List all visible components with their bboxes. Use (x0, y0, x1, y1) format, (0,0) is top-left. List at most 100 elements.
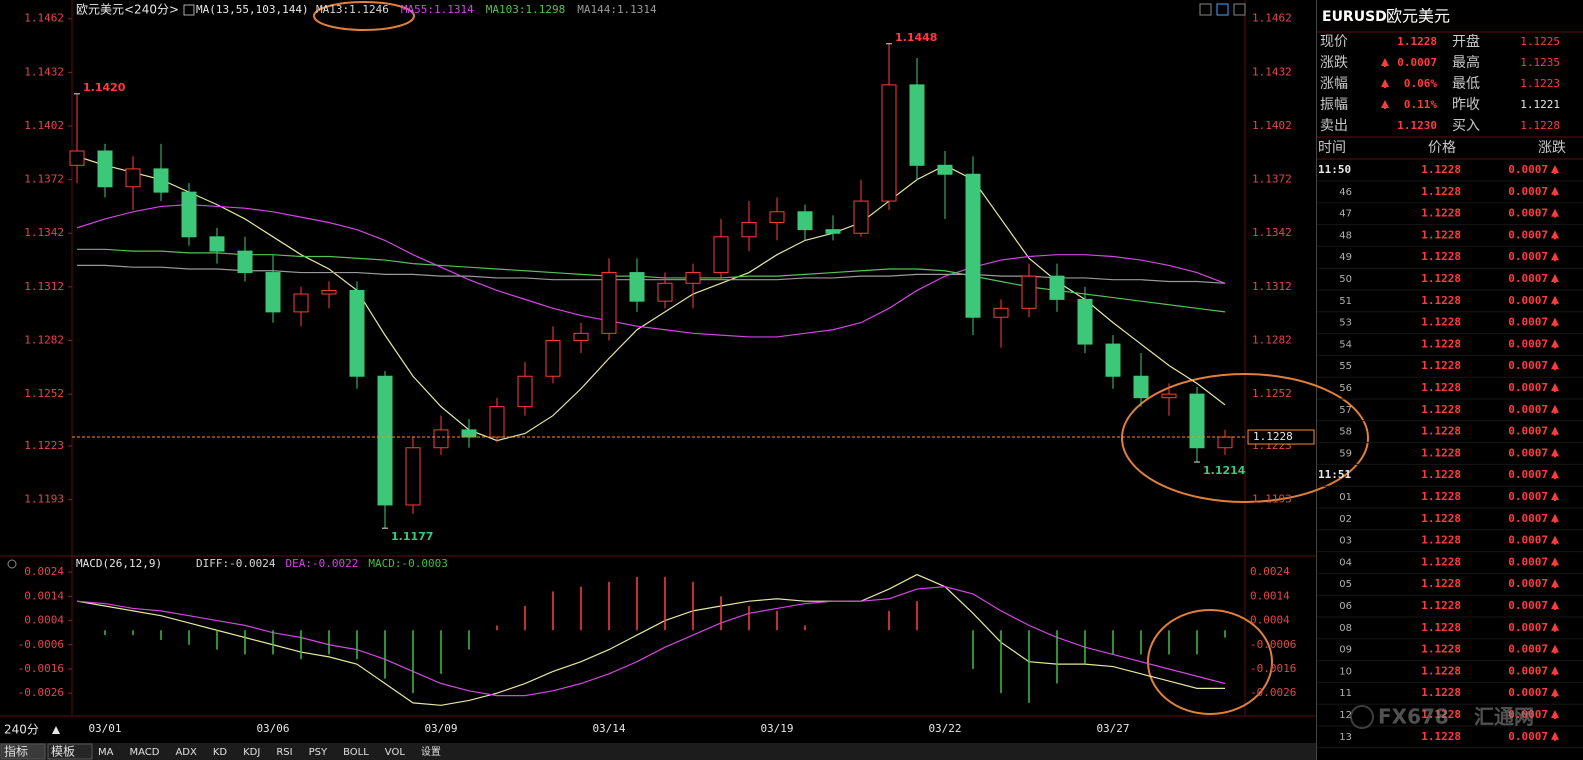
period-selector[interactable]: 240分 (4, 723, 39, 737)
y-tick-label-right: 1.1252 (1252, 387, 1292, 400)
y-tick-label-right: 1.1462 (1252, 12, 1292, 25)
tab[interactable]: MA (98, 747, 114, 758)
candle-body (433, 429, 449, 449)
x-tick-label: 03/01 (88, 722, 121, 735)
tab[interactable]: BOLL (343, 747, 369, 758)
up-arrow (1551, 186, 1559, 196)
candle-body (209, 236, 225, 252)
candle-body (797, 211, 813, 231)
legend-entry: MA144:1.1314 (577, 3, 657, 16)
candle-body (1161, 393, 1177, 399)
tab-label[interactable]: BOLL (343, 747, 369, 758)
tick-change: 0.0007 (1508, 294, 1548, 307)
quote-value: 0.0007 (1397, 56, 1437, 69)
tab-label[interactable]: 设置 (421, 746, 441, 758)
tab[interactable]: 设置 (421, 746, 441, 758)
candle-body (909, 84, 925, 166)
tick-price: 1.1228 (1421, 512, 1461, 525)
up-arrow (1551, 252, 1559, 262)
tab-label[interactable]: RSI (276, 747, 292, 758)
candle-body (1133, 375, 1149, 399)
tab[interactable]: ADX (175, 747, 197, 758)
icon-button[interactable] (1233, 3, 1246, 16)
tab-label[interactable]: PSY (309, 747, 328, 758)
quote-value: 1.1221 (1520, 98, 1560, 111)
quote-value: 0.06% (1404, 77, 1437, 90)
y-tick-label: -0.0026 (18, 686, 64, 699)
watermark-logo (1350, 705, 1374, 729)
table-header: 时间 (1318, 140, 1346, 156)
tab[interactable]: MACD (129, 747, 159, 758)
tab-label[interactable]: 指标 (4, 744, 28, 759)
macd-line (76, 586, 1226, 697)
tab-label[interactable]: MA (98, 747, 114, 758)
up-arrow (1551, 448, 1559, 458)
tab[interactable]: KDJ (243, 747, 260, 758)
y-tick-label-right: 1.1312 (1252, 280, 1292, 293)
extreme-label: 1.1448 (895, 31, 937, 44)
last-price-box (1247, 429, 1315, 445)
tab-label[interactable]: ADX (175, 747, 197, 758)
tab-label[interactable]: MACD (129, 747, 159, 758)
up-arrow (1381, 58, 1389, 67)
tab[interactable]: RSI (276, 747, 292, 758)
y-tick-label: -0.0016 (18, 662, 64, 675)
tick-time: 04 (1339, 557, 1352, 568)
tick-time: 48 (1339, 230, 1352, 241)
tick-price: 1.1228 (1421, 425, 1461, 438)
tick-change: 0.0007 (1508, 381, 1548, 394)
tick-time: 46 (1339, 187, 1352, 198)
quote-label: 涨跌 (1320, 55, 1348, 71)
candle-body (965, 173, 981, 318)
legend-entry: DIFF:-0.0024 (196, 557, 276, 570)
period-arrow[interactable] (52, 726, 60, 734)
extreme-label: 1.1177 (391, 530, 433, 543)
highlight-ellipse (1121, 373, 1369, 503)
legend-entry: MA55:1.1314 (401, 3, 474, 16)
candle-body (181, 191, 197, 238)
tab-label[interactable]: 模板 (51, 745, 75, 759)
y-tick-label-right: 1.1193 (1252, 493, 1292, 506)
tick-time: 51 (1339, 296, 1352, 307)
up-arrow (1551, 208, 1559, 218)
candle-body (321, 289, 337, 295)
tab[interactable]: PSY (309, 747, 328, 758)
up-arrow (1551, 666, 1559, 676)
quote-label: 卖出 (1320, 118, 1348, 134)
tab[interactable]: 模板 (47, 743, 93, 760)
tick-time: 11 (1339, 688, 1352, 699)
candle-body (769, 211, 785, 224)
quote-label: 昨收 (1452, 97, 1480, 113)
up-arrow (1551, 339, 1559, 349)
candle-body (517, 375, 533, 408)
candle-body (601, 272, 617, 334)
tab[interactable]: 指标 (0, 743, 46, 760)
up-arrow (1551, 710, 1559, 719)
up-arrow (1551, 513, 1559, 523)
candle-body (573, 332, 589, 341)
candle-body (1105, 343, 1121, 377)
tick-price: 1.1228 (1421, 316, 1461, 329)
tab[interactable]: VOL (385, 747, 406, 758)
icon-button[interactable] (1216, 3, 1229, 16)
settings-dot[interactable] (7, 559, 17, 569)
candle-body (349, 289, 365, 377)
tick-time: 08 (1339, 623, 1352, 634)
tick-time: 49 (1339, 252, 1352, 263)
candle-body (825, 229, 841, 234)
up-arrow (1551, 644, 1559, 654)
tick-change: 0.0007 (1508, 446, 1548, 459)
up-arrow (1551, 383, 1559, 392)
tick-time: 53 (1339, 318, 1352, 329)
icon-button[interactable] (1199, 3, 1212, 16)
tab-label[interactable]: KDJ (243, 747, 260, 758)
tick-change: 0.0007 (1508, 316, 1548, 329)
tick-price: 1.1228 (1421, 207, 1461, 220)
tab-label[interactable]: VOL (385, 747, 406, 758)
tab[interactable]: KD (213, 747, 228, 758)
tick-time: 59 (1339, 448, 1352, 459)
tick-change: 0.0007 (1508, 730, 1548, 743)
tab-label[interactable]: KD (213, 747, 228, 758)
candle-body (293, 293, 309, 313)
